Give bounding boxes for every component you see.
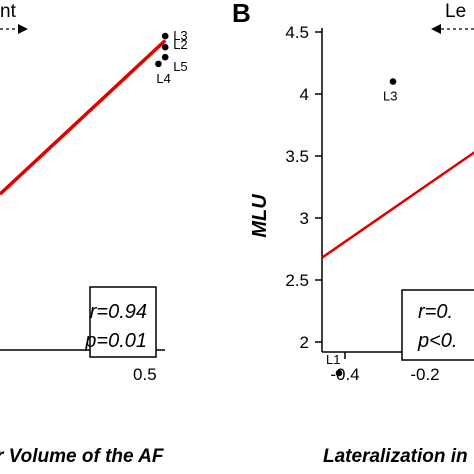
panel-b-point-label-2: L3 [383,89,397,104]
panel-b-arrowhead-icon [431,24,441,34]
panel-b-stats-box [401,289,474,361]
panel-a-point-label-l2: L2 [173,37,187,52]
panel-a-stats-box [89,286,157,358]
panel-b-y-tick-label: 2 [300,333,309,352]
panel-b-x-tick-label: -0.4 [330,365,359,384]
panel-a-x-tick-label: 0.5 [133,365,157,384]
panel-b-label: B [232,0,251,28]
panel-b-stat-r: r=0. [418,301,453,323]
panel-b-y-axis-label: MLU [249,194,271,238]
panel-a-point-l3 [161,32,169,40]
panel-b-stat-p: p<0. [417,330,457,352]
panel-b-y-ticks: 2 2.5 3 3.5 4 4.5 [285,23,322,352]
panel-b-point-label-1: L1 [326,352,340,367]
panel-a-point-label-l4: L4 [156,71,170,86]
panel-b-point-2 [389,78,397,85]
panel-a-x-axis-label: r Volume of the AF [0,446,165,467]
panel-a-point-l5 [161,53,169,61]
panel-a-point-label-l5: L5 [173,59,187,74]
panel-b-fit-line [321,151,474,259]
panel-b-y-tick-label: 3 [300,209,309,228]
panel-b-top-annotation: Le [445,1,466,22]
panel-a-stat-r: r=0.94 [90,301,147,323]
panel-b-y-tick-label: 2.5 [285,271,309,290]
panel-b-plot-area: L1L3L [321,78,474,377]
panel-b-x-axis-label: Lateralization in [323,446,468,467]
panel-a-arrowhead-icon [18,24,28,34]
panel-b-x-tick-label: -0.2 [410,365,439,384]
panel-b-y-tick-label: 4 [300,85,309,104]
panel-a-top-annotation: nt [0,1,17,22]
panel-b-y-tick-label: 4.5 [285,23,309,42]
panel-a-stat-p: p=0.01 [84,330,147,352]
panel-b: B Le 22.533.544.5 -0.4-0.2 MLU L1L3L r=0… [232,0,474,467]
panel-b-point-1 [335,369,343,377]
panel-a-point-l4 [155,60,162,68]
panel-a-fit-line [0,39,167,196]
panel-b-y-tick-label: 3.5 [285,147,309,166]
panel-a-point-label-l3: L3 [173,28,187,43]
panel-a-point-l2 [161,43,169,51]
